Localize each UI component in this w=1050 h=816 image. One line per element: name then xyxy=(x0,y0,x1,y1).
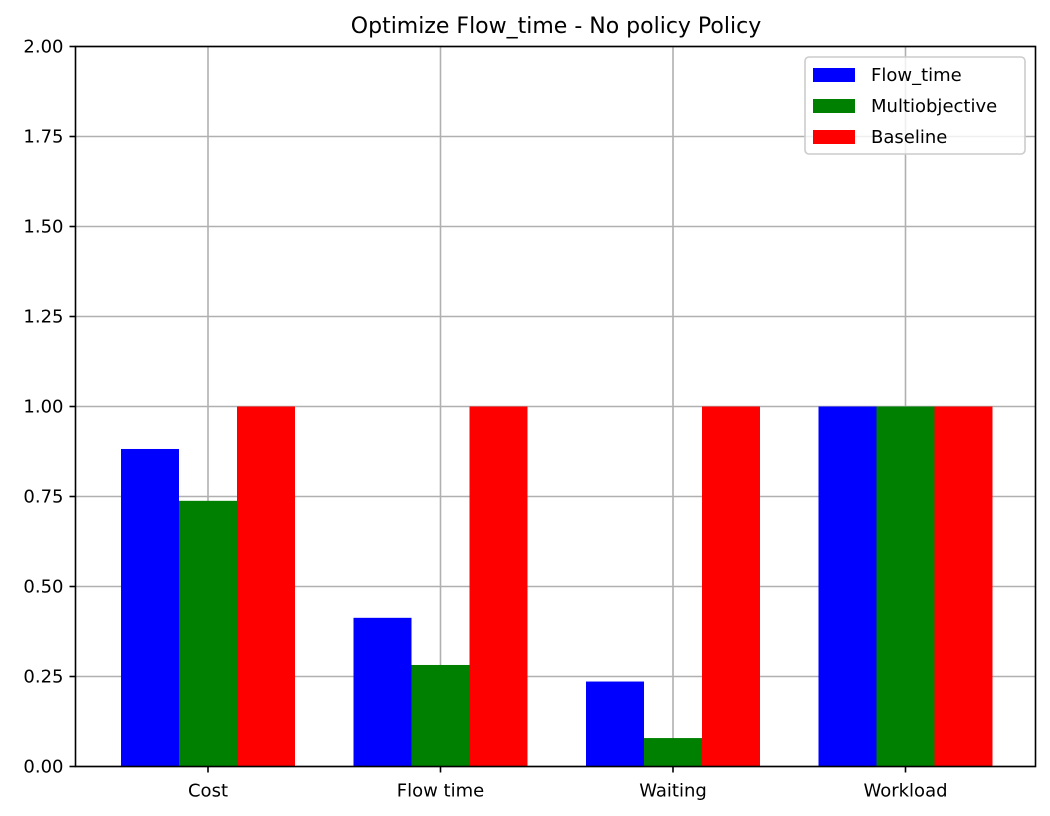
legend-swatch xyxy=(813,99,855,113)
legend-label: Flow_time xyxy=(871,65,962,86)
legend-label: Multiobjective xyxy=(871,96,997,117)
bar-baseline-workload xyxy=(934,406,993,767)
y-tick-label: 1.00 xyxy=(23,397,63,418)
bar-baseline-cost xyxy=(237,406,295,767)
x-tick-label: Flow time xyxy=(397,781,484,802)
y-tick-label: 2.00 xyxy=(23,37,63,58)
bar-flow-time-cost xyxy=(121,448,179,767)
legend: Flow_time Multiobjective Baseline xyxy=(804,56,1026,155)
legend-label: Baseline xyxy=(871,127,947,148)
bars xyxy=(121,406,993,767)
legend-box xyxy=(804,56,1026,155)
y-tick-label: 1.50 xyxy=(23,217,63,238)
legend-swatch xyxy=(813,130,855,144)
x-tick-label: Cost xyxy=(188,781,228,802)
y-tick-label: 0.25 xyxy=(23,667,63,688)
x-tick-label: Waiting xyxy=(639,781,707,802)
bar-multiobjective-flow-time xyxy=(411,664,470,767)
bar-baseline-flow-time xyxy=(469,406,528,767)
y-tick-label: 1.25 xyxy=(23,307,63,328)
axis-ticks: 0.00 0.25 0.50 0.75 1.00 1.25 1.50 1.75 2.00 Cost… xyxy=(23,37,947,802)
y-tick-label: 1.75 xyxy=(23,127,63,148)
bar-multiobjective-waiting xyxy=(644,738,702,767)
bar-flow-time-waiting xyxy=(586,681,644,767)
y-tick-label: 0.50 xyxy=(23,577,63,598)
bar-baseline-waiting xyxy=(702,406,760,767)
chart-title: Optimize Flow_time - No policy Policy xyxy=(351,14,761,39)
bar-multiobjective-workload xyxy=(876,406,935,767)
y-tick-label: 0.00 xyxy=(23,757,63,778)
legend-swatch xyxy=(813,68,855,82)
bar-flow-time-flow-time xyxy=(353,617,412,767)
y-tick-label: 0.75 xyxy=(23,487,63,508)
bar-flow-time-workload xyxy=(818,406,877,767)
bar-multiobjective-cost xyxy=(179,500,237,767)
x-tick-label: Workload xyxy=(863,781,947,802)
